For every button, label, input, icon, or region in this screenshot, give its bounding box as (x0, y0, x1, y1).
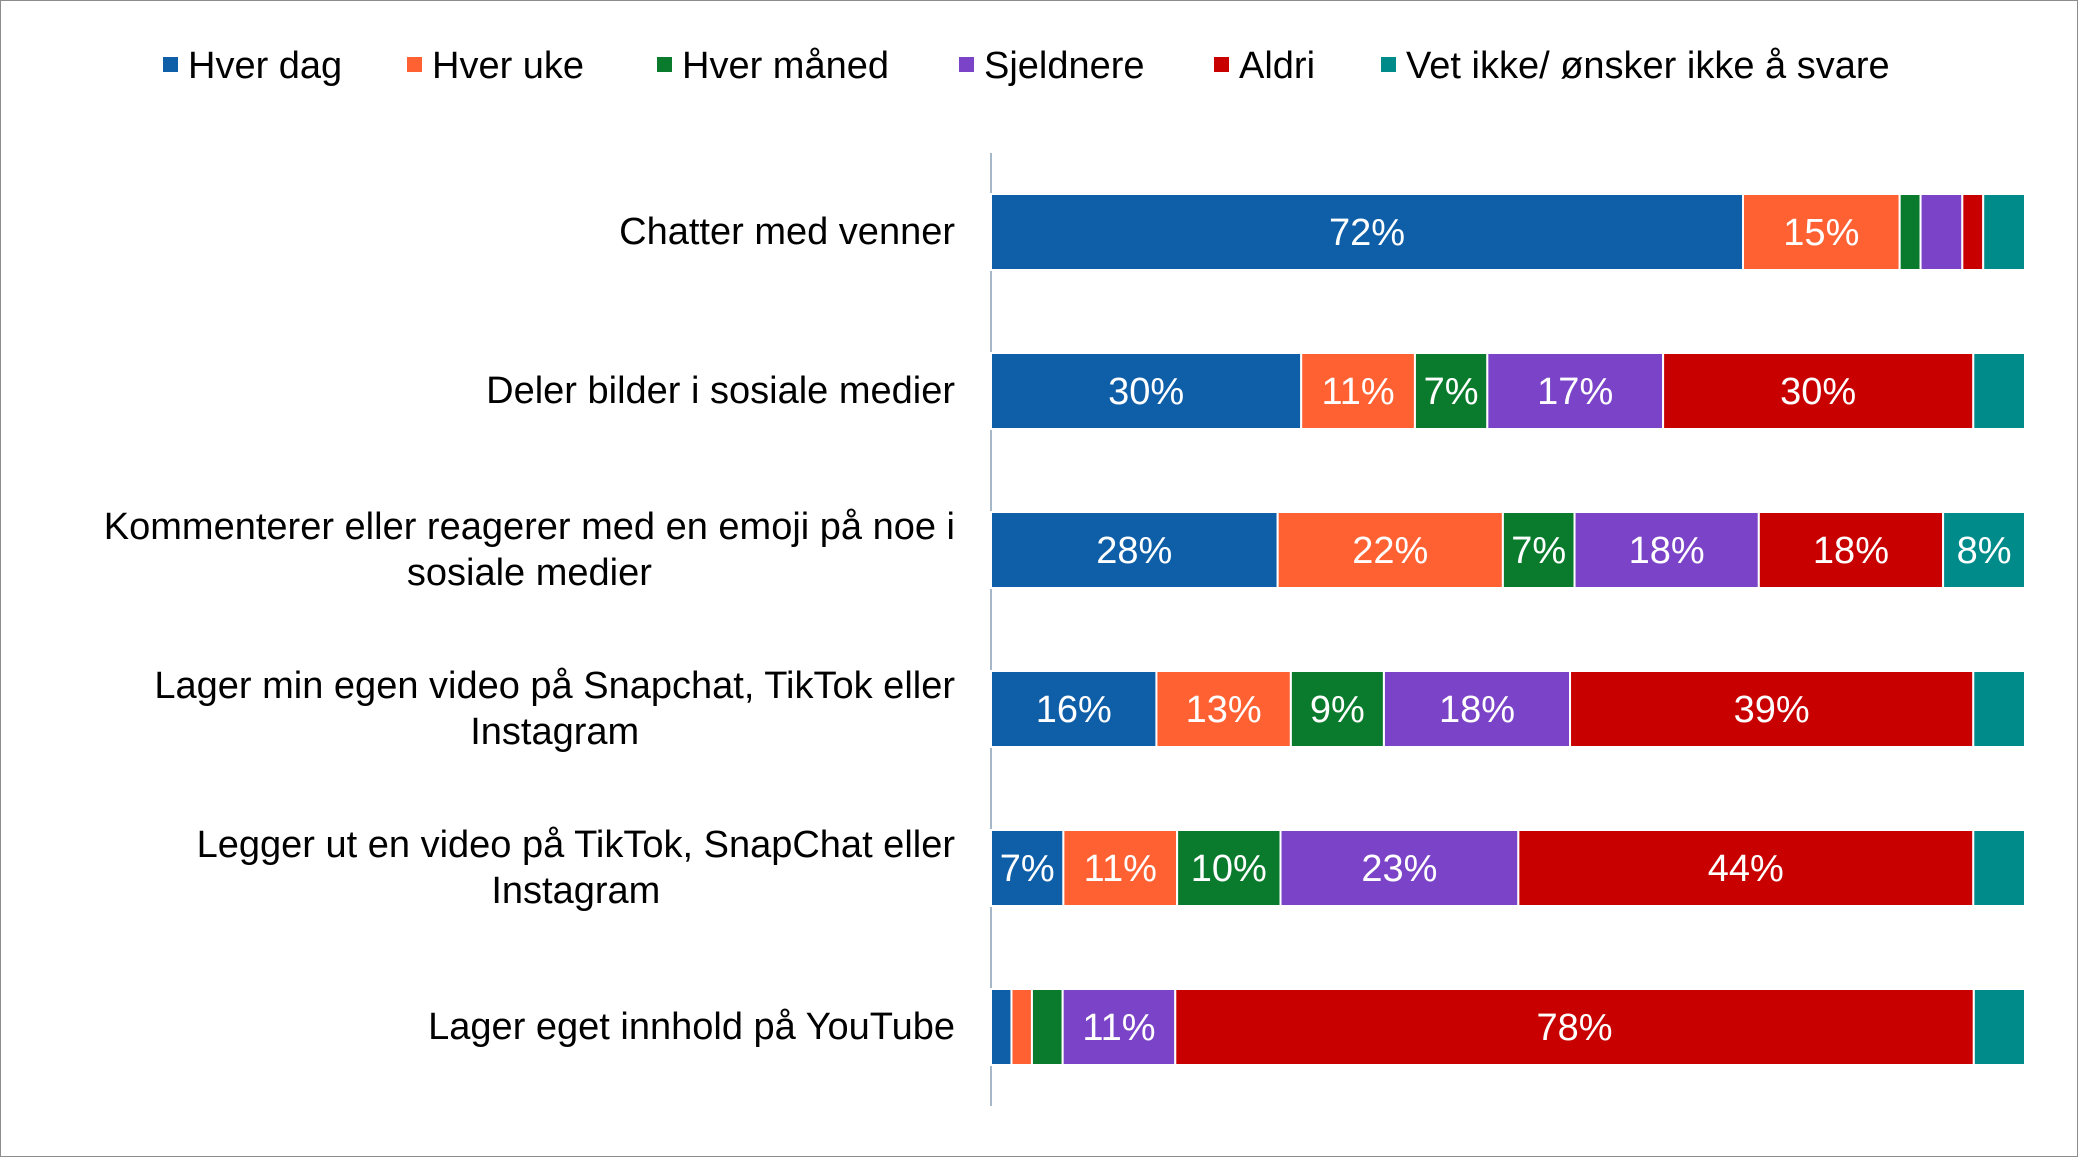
data-label: 11% (1082, 1007, 1155, 1049)
data-label: 7% (1424, 371, 1479, 413)
data-label: 17% (1537, 371, 1613, 413)
category-label: Instagram (491, 870, 660, 912)
data-label: 30% (1780, 371, 1856, 413)
legend-swatch-aldri (1214, 57, 1229, 72)
legend-label-sjeldnere: Sjeldnere (984, 45, 1145, 87)
bar-segment-sjeldnere (1919, 193, 1964, 271)
data-label: 8% (1957, 530, 2012, 572)
bar-segment-aldri (1517, 829, 1975, 907)
bar-segment-hver-uke (1010, 988, 1033, 1066)
category-label: sosiale medier (407, 552, 652, 594)
data-label: 9% (1310, 689, 1365, 731)
bar-segment-hver-uke (1276, 511, 1504, 589)
category-label: Deler bilder i sosiale medier (486, 370, 955, 412)
legend-label-hver-uke: Hver uke (432, 45, 584, 87)
bar-segment-hver-uke (1062, 829, 1179, 907)
data-label: 16% (1036, 689, 1112, 731)
bar-segment-aldri (1961, 193, 1985, 271)
data-label: 18% (1629, 530, 1705, 572)
bar-segment-hver-uke (1742, 193, 1901, 271)
data-label: 44% (1708, 848, 1784, 890)
category-label: Legger ut en video på TikTok, SnapChat e… (197, 824, 956, 866)
legend-swatch-hver-uke (407, 57, 422, 72)
data-label: 18% (1813, 530, 1889, 572)
data-label: 15% (1783, 212, 1859, 254)
bar-segment-aldri (1174, 988, 1975, 1066)
legend-swatch-hver-dag (163, 57, 178, 72)
bar-segment-vet-ikke-nsker-ikke-svare (1972, 988, 2027, 1066)
data-label: 28% (1096, 530, 1172, 572)
bar-segment-vet-ikke-nsker-ikke-svare (1982, 193, 2026, 271)
data-label: 11% (1084, 848, 1157, 890)
legend-label-hver-dag: Hver dag (188, 45, 342, 87)
category-label: Lager eget innhold på YouTube (428, 1006, 955, 1048)
data-label: 30% (1108, 371, 1184, 413)
legend-label-vet-ikke-nsker-ikke-svare: Vet ikke/ ønsker ikke å svare (1406, 45, 1890, 87)
bar-segment-hver-dag (990, 988, 1013, 1066)
bar-segment-hver-m-ned (1289, 670, 1385, 748)
bar-segment-hver-dag (990, 829, 1065, 907)
bar-segment-hver-m-ned (1501, 511, 1576, 589)
bar-segment-vet-ikke-nsker-ikke-svare (1972, 829, 2027, 907)
bar-segment-hver-dag (990, 670, 1158, 748)
bar-segment-sjeldnere (1061, 988, 1177, 1066)
data-label: 72% (1329, 212, 1405, 254)
bars: 72% 15% 30% 11% 7% 17% 30% 28% 22% 7% 18% 18% 8% 16% 1… (990, 193, 2027, 1066)
category-label: Kommenterer eller reagerer med en emoji … (104, 506, 955, 548)
bar-segment-hver-uke (1155, 670, 1292, 748)
category-label: Lager min egen video på Snapchat, TikTok… (154, 665, 955, 707)
bar-segment-aldri (1569, 670, 1975, 748)
data-label: 13% (1186, 689, 1262, 731)
legend-swatch-sjeldnere (959, 57, 974, 72)
bar-segment-vet-ikke-nsker-ikke-svare (1942, 511, 2026, 589)
data-label: 11% (1321, 371, 1394, 413)
legend-swatch-vet-ikke-nsker-ikke-svare (1381, 57, 1396, 72)
bar-segment-vet-ikke-nsker-ikke-svare (1972, 352, 2027, 430)
bar-segment-hver-m-ned (1898, 193, 1922, 271)
data-label: 7% (1000, 848, 1055, 890)
legend: Hver dag Hver uke Hver måned Sjeldnere Aldri… (163, 45, 1890, 87)
category-label: Instagram (470, 711, 639, 753)
bar-segment-hver-m-ned (1030, 988, 1064, 1066)
data-label: 23% (1361, 848, 1437, 890)
legend-label-aldri: Aldri (1239, 45, 1315, 87)
data-label: 7% (1511, 530, 1566, 572)
legend-swatch-hver-m-ned (657, 57, 672, 72)
category-labels: Chatter med venner Deler bilder i sosiale… (104, 211, 956, 1048)
data-label: 18% (1439, 689, 1515, 731)
data-label: 10% (1191, 848, 1267, 890)
bar-segment-sjeldnere (1486, 352, 1665, 430)
data-label: 22% (1352, 530, 1428, 572)
category-label: Chatter med venner (619, 211, 955, 253)
legend-label-hver-m-ned: Hver måned (682, 45, 889, 87)
data-label: 78% (1537, 1007, 1613, 1049)
bar-segment-hver-dag (990, 352, 1303, 430)
bar-segment-vet-ikke-nsker-ikke-svare (1972, 670, 2027, 748)
bar-segment-sjeldnere (1382, 670, 1572, 748)
bar-segment-sjeldnere (1573, 511, 1760, 589)
data-label: 39% (1734, 689, 1810, 731)
bar-segment-hver-m-ned (1176, 829, 1282, 907)
